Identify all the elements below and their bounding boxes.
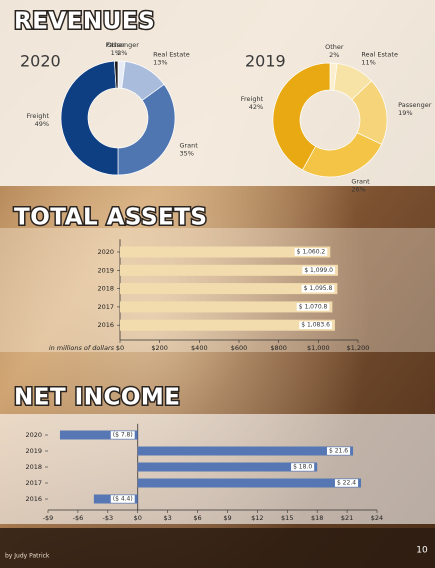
y-tick-label: 2016 xyxy=(97,321,114,329)
y-tick-label: 2019 xyxy=(25,447,42,455)
slice-value-label: 13% xyxy=(153,59,167,67)
x-tick-label: $0 xyxy=(134,514,142,522)
y-tick-label: 2020 xyxy=(25,431,42,439)
slice-value-label: 19% xyxy=(398,109,412,117)
bar xyxy=(59,430,138,440)
donut-slice xyxy=(272,62,331,171)
bar xyxy=(137,446,354,456)
value-label-box xyxy=(294,248,328,256)
slice-value-label: 1% xyxy=(111,49,121,57)
value-label: $ 21.6 xyxy=(329,448,348,455)
slice-label: Freight xyxy=(27,112,50,120)
value-label: $ 1,095.8 xyxy=(304,285,333,292)
y-tick-label: 2017 xyxy=(25,479,42,487)
slice-label: Passenger xyxy=(106,41,140,49)
value-label-box xyxy=(110,495,135,503)
slice-value-label: 35% xyxy=(179,149,193,157)
bar xyxy=(120,246,331,258)
y-tick-label: 2018 xyxy=(25,463,42,471)
section-title: REVENUES xyxy=(14,9,155,35)
x-tick-label: $3 xyxy=(163,514,171,522)
bar xyxy=(137,462,318,472)
y-tick-label: 2018 xyxy=(97,285,114,293)
donut-title: 2020 xyxy=(20,52,61,71)
x-tick-label: $0 xyxy=(116,344,124,352)
bar xyxy=(120,319,335,331)
slice-label: Grant xyxy=(179,141,198,149)
slice-value-label: 11% xyxy=(361,59,375,67)
value-label: $ 18.0 xyxy=(293,464,312,471)
section-title: NET INCOME xyxy=(14,385,181,411)
slice-label: Grant xyxy=(351,178,370,186)
slice-label: Freight xyxy=(241,95,264,103)
footer-band xyxy=(0,528,435,568)
slice-value-label: 26% xyxy=(351,186,365,194)
slice-value-label: 2% xyxy=(329,51,339,59)
slice-label: Passenger xyxy=(398,101,432,109)
value-label: $ 1,070.8 xyxy=(299,303,328,310)
slice-label: Real Estate xyxy=(361,51,398,59)
page-number: 10 xyxy=(416,546,428,556)
value-label-box xyxy=(299,321,332,329)
x-tick-label: $21 xyxy=(341,514,353,522)
x-tick-label: -$6 xyxy=(73,514,84,522)
x-tick-label: $800 xyxy=(270,344,287,352)
value-label: $ 1,099.0 xyxy=(304,267,333,274)
value-label: $ 1,060.2 xyxy=(297,249,326,256)
value-label: $ 22.4 xyxy=(337,480,356,487)
x-tick-label: -$3 xyxy=(103,514,114,522)
x-tick-label: $24 xyxy=(371,514,383,522)
value-label-box xyxy=(291,463,315,471)
x-tick-label: $15 xyxy=(281,514,293,522)
value-label-box xyxy=(296,303,330,311)
x-tick-label: $400 xyxy=(191,344,208,352)
slice-label: Real Estate xyxy=(153,51,190,59)
donut-slice xyxy=(117,84,176,176)
x-axis-label: in millions of dollars xyxy=(49,344,115,352)
x-tick-label: $1,200 xyxy=(347,344,370,352)
x-tick-label: -$9 xyxy=(43,514,54,522)
y-tick-label: 2020 xyxy=(97,248,114,256)
x-tick-label: $200 xyxy=(151,344,168,352)
donut-title: 2019 xyxy=(245,52,286,71)
credit: by Judy Patrick xyxy=(5,553,50,560)
value-label-box xyxy=(301,284,335,293)
bar xyxy=(137,478,362,488)
x-tick-label: $6 xyxy=(193,514,201,522)
value-label-box xyxy=(334,479,359,487)
slice-label: Other xyxy=(107,41,126,49)
value-label: $ 1,083.6 xyxy=(301,322,330,329)
value-label-box xyxy=(302,266,335,275)
y-tick-label: 2019 xyxy=(97,266,114,274)
x-tick-label: $12 xyxy=(251,514,263,522)
value-label: ($ 4.4) xyxy=(113,496,133,503)
bar xyxy=(120,301,333,313)
x-tick-label: $18 xyxy=(311,514,323,522)
x-tick-label: $600 xyxy=(231,344,248,352)
slice-label: Other xyxy=(325,43,344,51)
bar xyxy=(120,264,338,276)
slice-value-label: 2% xyxy=(117,49,127,57)
section-title: TOTAL ASSETS xyxy=(14,205,207,231)
slice-value-label: 42% xyxy=(249,103,263,111)
donut-slice xyxy=(60,60,119,176)
y-tick-label: 2017 xyxy=(97,303,114,311)
value-label-box xyxy=(110,431,135,439)
x-tick-label: $1,000 xyxy=(307,344,330,352)
value-label: ($ 7.8) xyxy=(113,432,133,439)
donut-slice xyxy=(114,60,119,89)
x-tick-label: $9 xyxy=(223,514,231,522)
y-tick-label: 2016 xyxy=(25,495,42,503)
slice-value-label: 49% xyxy=(35,120,49,128)
bar xyxy=(120,283,338,295)
value-label-box xyxy=(326,447,351,455)
